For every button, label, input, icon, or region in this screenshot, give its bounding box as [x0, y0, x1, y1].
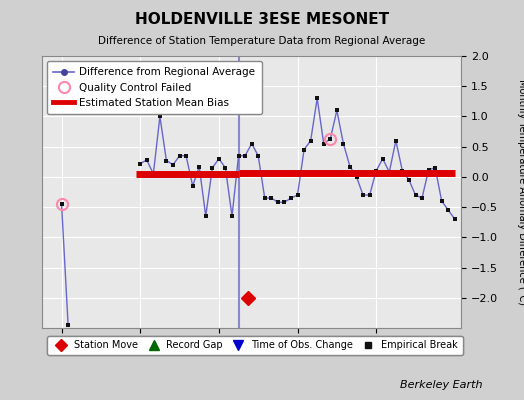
- Text: HOLDENVILLE 3ESE MESONET: HOLDENVILLE 3ESE MESONET: [135, 12, 389, 27]
- Text: Difference of Station Temperature Data from Regional Average: Difference of Station Temperature Data f…: [99, 36, 425, 46]
- Legend: Station Move, Record Gap, Time of Obs. Change, Empirical Break: Station Move, Record Gap, Time of Obs. C…: [47, 336, 463, 355]
- Text: Berkeley Earth: Berkeley Earth: [400, 380, 482, 390]
- Y-axis label: Monthly Temperature Anomaly Difference (°C): Monthly Temperature Anomaly Difference (…: [517, 79, 524, 305]
